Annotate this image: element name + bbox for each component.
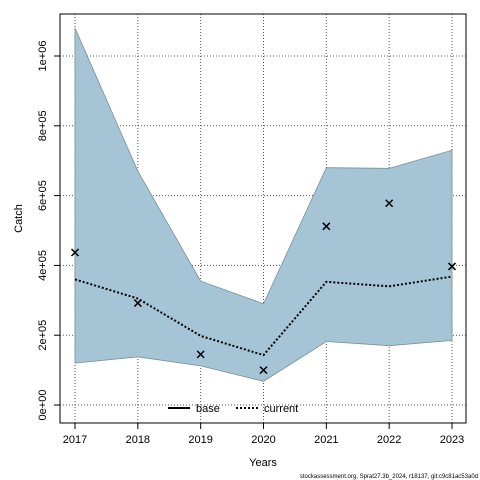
observed-point	[322, 222, 331, 231]
series-lines	[74, 275, 453, 357]
y-tick-label: 2e+05	[37, 320, 49, 351]
x-tick-label: 2018	[126, 434, 150, 446]
marker-stroke	[385, 199, 394, 208]
footnote: stockassessment.org, Sprat27.3b_2024, r1…	[300, 474, 478, 480]
confidence-band-area	[74, 27, 453, 382]
confidence-band	[74, 27, 453, 382]
observed-point	[70, 248, 80, 257]
x-tick-label: 2019	[188, 434, 212, 446]
x-tick-label: 2022	[377, 434, 401, 446]
marker-stroke	[196, 350, 205, 359]
legend-label-current: current	[264, 403, 298, 415]
x-axis-label: Years	[249, 457, 277, 469]
observed-point	[385, 199, 394, 208]
x-axis: 2017 2018 2019 2020 2021 2022 2023	[63, 423, 464, 446]
legend-label-base: base	[196, 403, 220, 415]
x-tick-label: 2023	[440, 434, 464, 446]
marker-stroke	[133, 299, 142, 308]
marker-stroke	[322, 222, 331, 231]
x-tick-label: 2021	[314, 434, 338, 446]
observed-point	[259, 366, 268, 375]
x-tick-label: 2017	[63, 434, 87, 446]
x-tick-label: 2020	[251, 434, 275, 446]
observed-point	[133, 299, 142, 308]
marker-stroke	[259, 366, 268, 375]
marker-stroke	[70, 248, 80, 257]
observed-markers	[70, 199, 457, 375]
y-tick-label: 8e+05	[37, 110, 49, 141]
y-tick-label: 6e+05	[37, 180, 49, 211]
marker-stroke	[447, 262, 457, 271]
series-line-current	[74, 275, 453, 357]
legend: base current	[168, 403, 298, 415]
y-tick-label: 0e+00	[37, 390, 49, 421]
y-tick-label: 1e+06	[37, 41, 49, 72]
observed-point	[447, 262, 457, 271]
y-axis-label: Catch	[13, 204, 25, 233]
y-axis: 0e+00 2e+05 4e+05 6e+05 8e+05 1e+06	[37, 41, 60, 421]
observed-point	[196, 350, 205, 359]
y-tick-label: 4e+05	[37, 250, 49, 281]
